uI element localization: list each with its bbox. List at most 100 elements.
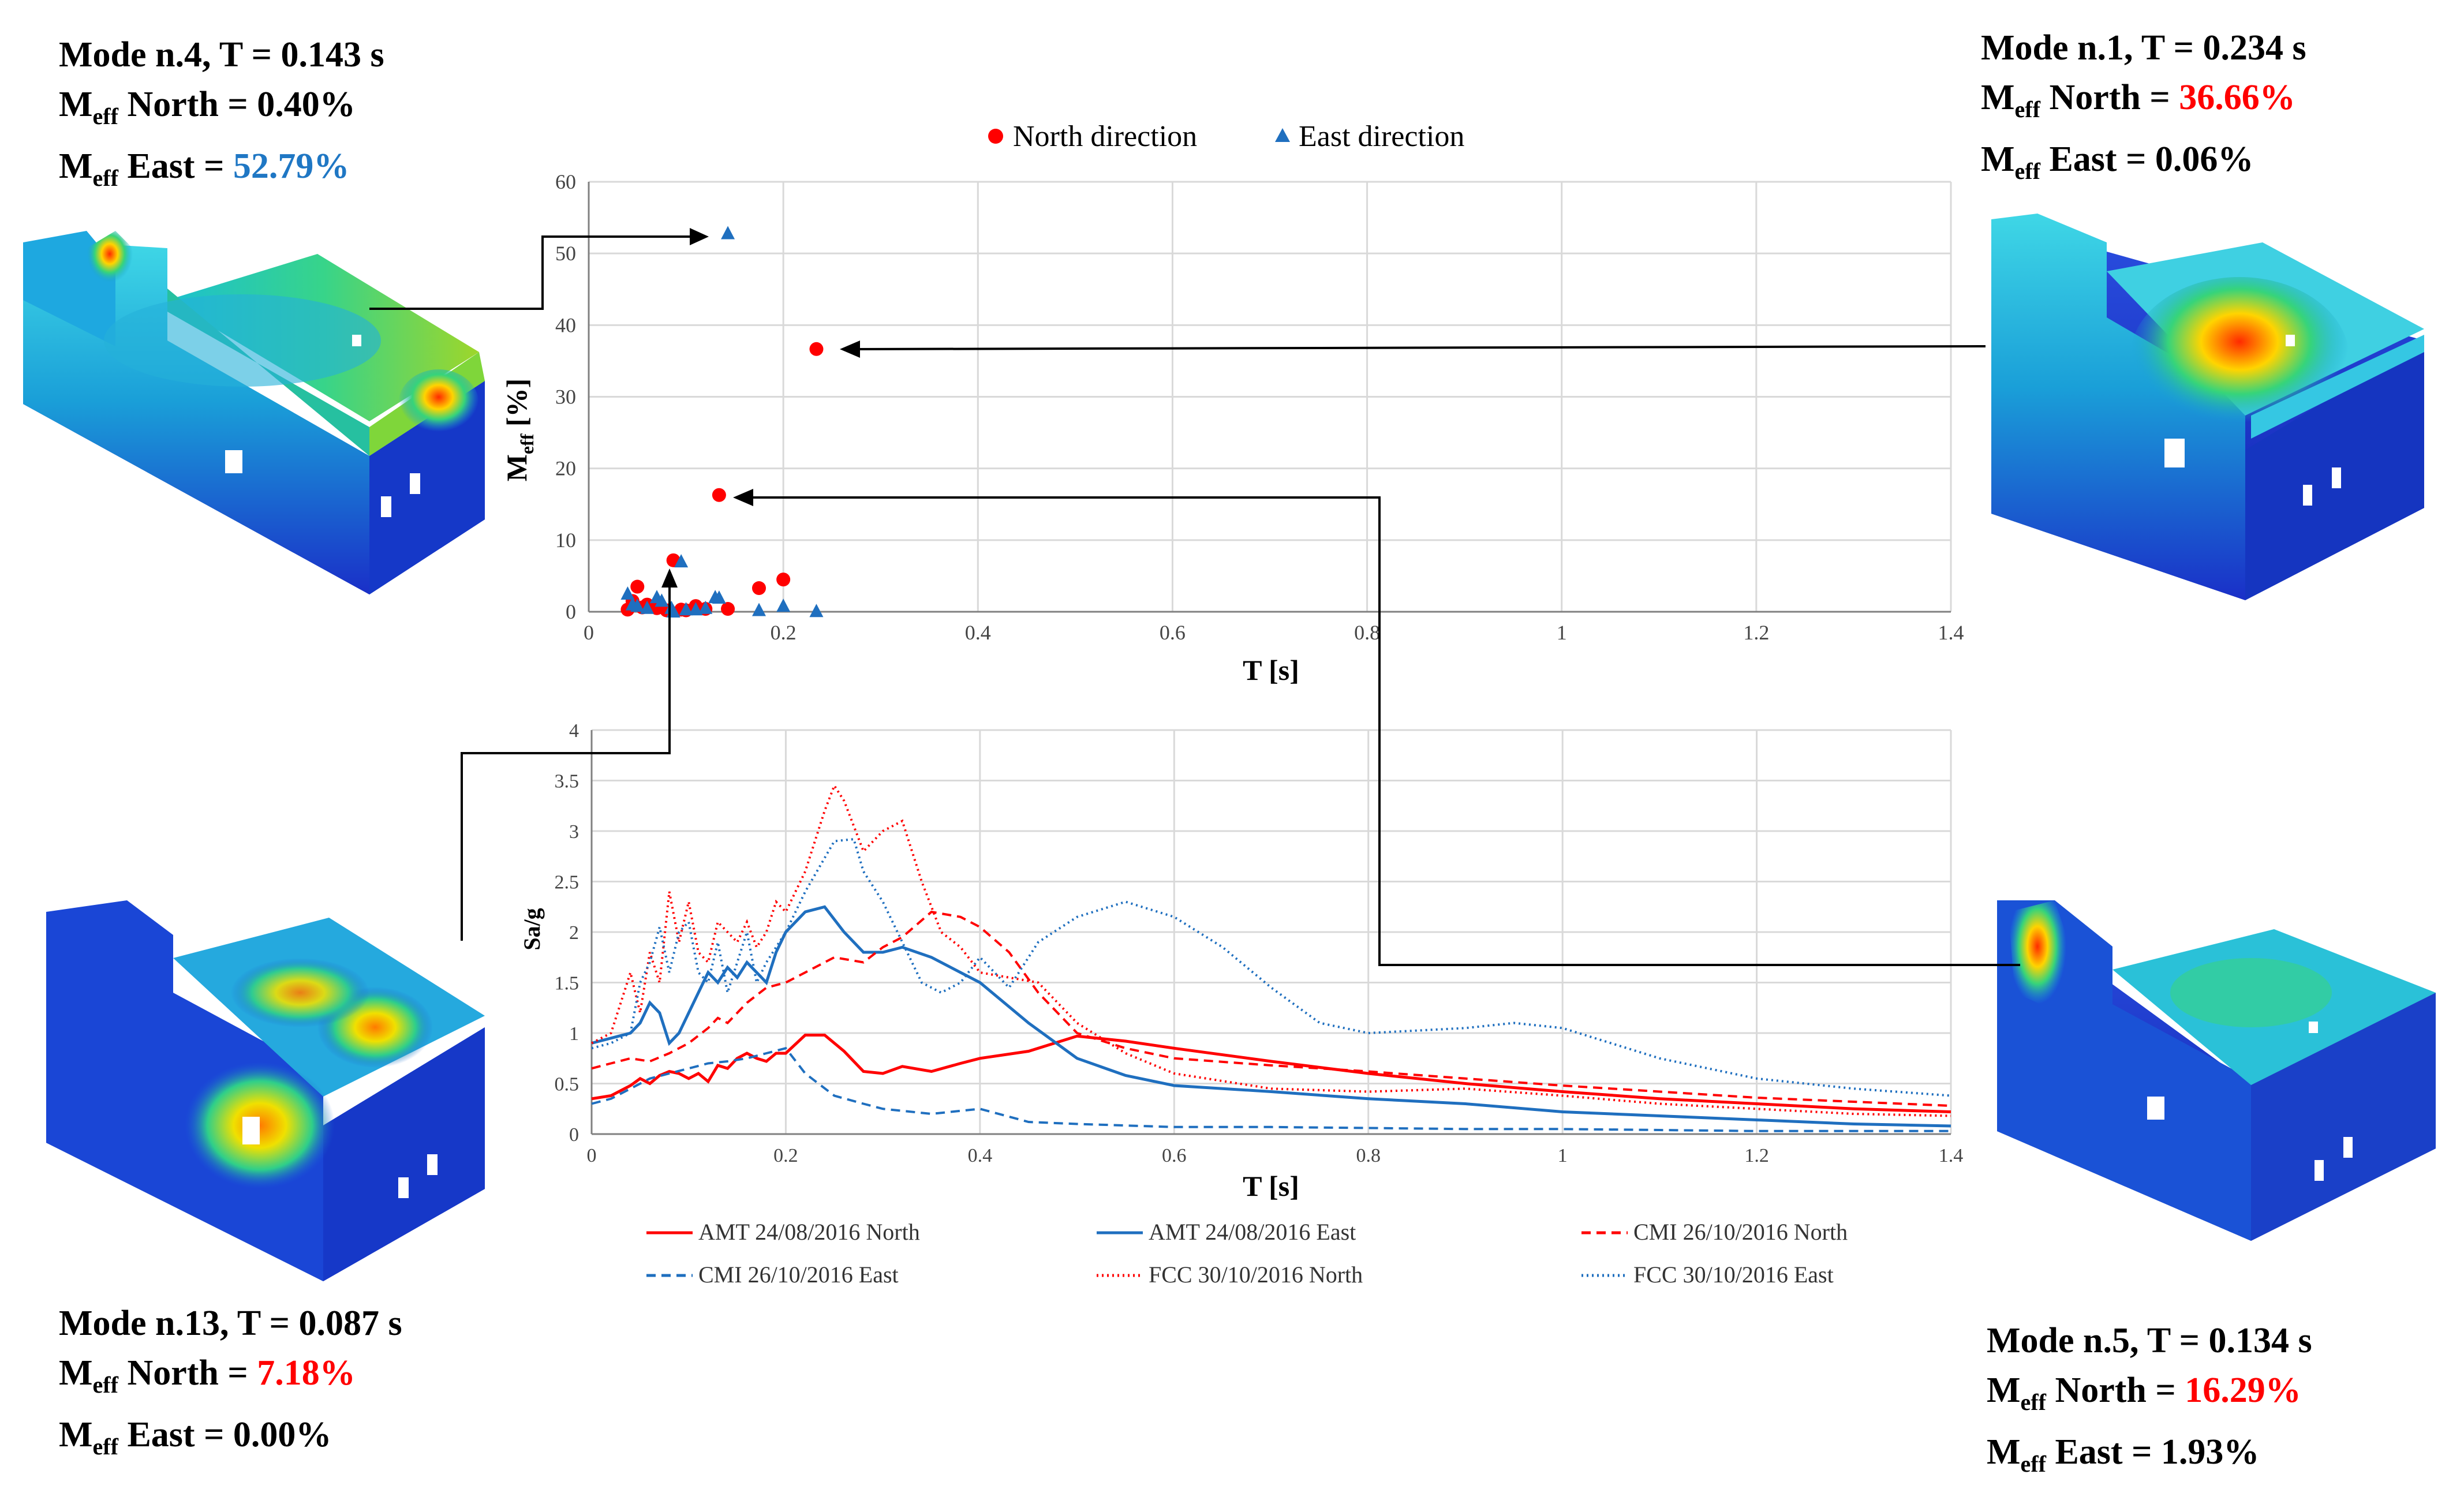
- series-line: [591, 910, 1951, 1107]
- modal-mass-scatter-chart: 0 0.2 0.4 0.6 0.8 1 1.2 1.4 0 10 20 30 40 50 60 T [s]…: [500, 120, 1964, 686]
- spectra-x-tick: 0: [587, 1145, 597, 1166]
- scatter-x-tick: 0.8: [1354, 621, 1380, 644]
- east-point: [655, 593, 669, 607]
- legend-label: CMI 26/10/2016 North: [1633, 1219, 1848, 1245]
- legend-east-label: East direction: [1299, 120, 1464, 153]
- spectra-x-tick: 0.2: [773, 1145, 798, 1166]
- spectra-axes: [590, 730, 1951, 1135]
- building-mode4-image: [23, 231, 485, 594]
- arrow-mode4-head: [690, 228, 709, 245]
- east-point: [721, 226, 735, 240]
- spectra-y-tick: 2: [569, 922, 579, 944]
- spectra-x-axis-label: T [s]: [1243, 1170, 1299, 1202]
- arrow-mode5-head: [733, 489, 753, 506]
- scatter-x-tick: 1.4: [1938, 621, 1964, 644]
- spectra-x-tick: 1: [1558, 1145, 1568, 1166]
- north-point: [752, 581, 766, 596]
- arrow-mode13: [461, 583, 671, 941]
- east-point: [698, 600, 713, 614]
- legend-label: FCC 30/10/2016 East: [1633, 1262, 1834, 1288]
- scatter-y-tick: 60: [555, 170, 576, 193]
- spectra-y-tick: 0: [569, 1124, 579, 1146]
- scatter-y-tick: 40: [555, 313, 576, 336]
- scatter-y-tick: 50: [555, 242, 576, 265]
- legend-label: AMT 24/08/2016 North: [698, 1219, 920, 1245]
- response-spectra-line-chart: 0 0.2 0.4 0.6 0.8 1 1.2 1.4 0 0.5 1 1.5 2 2.5 3 3.5 4 T…: [519, 720, 1963, 1288]
- scatter-x-tick: 0.6: [1160, 621, 1186, 644]
- series-line: [591, 905, 1951, 1128]
- scatter-points: [620, 226, 824, 618]
- spectra-y-tick: 0.5: [555, 1074, 579, 1095]
- mode5-title: Mode n.5, T = 0.134 s: [1987, 1321, 2312, 1360]
- east-point: [708, 590, 723, 604]
- arrow-mode5: [747, 496, 2020, 966]
- spectra-series: [591, 783, 1951, 1132]
- scatter-y-axis-label: Meff [%]: [500, 379, 537, 482]
- building-mode13-image: [46, 900, 485, 1281]
- north-point: [630, 579, 645, 594]
- spectra-y-tick: 3.5: [555, 771, 579, 792]
- building-mode5-image: [1997, 900, 2436, 1241]
- legend-label: FCC 30/10/2016 North: [1149, 1262, 1363, 1288]
- north-point: [809, 342, 824, 356]
- arrow-mode4: [369, 235, 693, 310]
- scatter-gridlines: [588, 181, 1952, 613]
- mode13-east-value: 0.00%: [233, 1415, 332, 1454]
- mode1-east-value: 0.06%: [2155, 140, 2254, 179]
- scatter-x-tick: 1: [1557, 621, 1567, 644]
- spectra-y-tick: 4: [569, 720, 579, 742]
- mode4-label: Mode n.4, T = 0.143 s Meff North = 0.40%…: [59, 30, 384, 203]
- spectra-x-tick: 0.4: [968, 1145, 993, 1166]
- east-point: [674, 554, 689, 568]
- spectra-y-tick-labels: 0 0.5 1 1.5 2 2.5 3 3.5 4: [555, 720, 579, 1146]
- east-point: [752, 603, 766, 616]
- mode13-label: Mode n.13, T = 0.087 s Meff North = 7.18…: [59, 1299, 402, 1472]
- series-line: [591, 783, 1951, 1117]
- north-point: [721, 602, 735, 616]
- spectra-y-tick: 1.5: [555, 973, 579, 994]
- legend-east-marker: [1275, 128, 1290, 142]
- spectra-y-axis-label: Sa/g: [519, 908, 545, 950]
- spectra-gridlines: [590, 729, 1952, 1135]
- mode1-north-value: 36.66%: [2179, 78, 2295, 117]
- north-point: [712, 488, 726, 502]
- scatter-y-tick: 20: [555, 457, 576, 480]
- scatter-x-tick: 0: [584, 621, 594, 644]
- mode5-label: Mode n.5, T = 0.134 s Meff North = 16.29…: [1987, 1316, 2312, 1489]
- scatter-y-tick: 0: [566, 600, 576, 623]
- mode4-title: Mode n.4, T = 0.143 s: [59, 35, 384, 74]
- mode4-east-value: 52.79%: [233, 147, 350, 186]
- mode1-label: Mode n.1, T = 0.234 s Meff North = 36.66…: [1981, 23, 2306, 196]
- legend-north-marker: [988, 129, 1003, 144]
- scatter-y-tick-labels: 0 10 20 30 40 50 60: [555, 170, 576, 623]
- spectra-y-tick: 1: [569, 1023, 579, 1045]
- scatter-x-tick: 0.4: [965, 621, 991, 644]
- spectra-x-tick-labels: 0 0.2 0.4 0.6 0.8 1 1.2 1.4: [587, 1145, 1964, 1166]
- spectra-x-tick: 0.6: [1162, 1145, 1187, 1166]
- series-line: [591, 1047, 1951, 1132]
- scatter-x-tick-labels: 0 0.2 0.4 0.6 0.8 1 1.2 1.4: [584, 621, 1964, 644]
- scatter-x-tick: 1.2: [1743, 621, 1769, 644]
- east-point: [679, 602, 693, 616]
- north-point: [776, 573, 791, 587]
- scatter-x-axis-label: T [s]: [1243, 654, 1299, 686]
- legend-label: CMI 26/10/2016 East: [698, 1262, 899, 1288]
- spectra-x-tick: 0.8: [1356, 1145, 1381, 1166]
- mode4-north-value: 0.40%: [257, 85, 356, 124]
- arrow-mode1: [854, 345, 1986, 350]
- legend-label: AMT 24/08/2016 East: [1149, 1219, 1356, 1245]
- mode5-east-value: 1.93%: [2160, 1432, 2260, 1472]
- legend-north-label: North direction: [1013, 120, 1197, 153]
- east-point: [809, 604, 824, 618]
- series-line: [591, 1034, 1951, 1113]
- mode13-north-value: 7.18%: [257, 1353, 356, 1393]
- east-point: [630, 598, 645, 612]
- east-point: [776, 598, 791, 612]
- east-point: [689, 602, 703, 616]
- connector-arrows: [369, 228, 2020, 966]
- mode1-title: Mode n.1, T = 0.234 s: [1981, 28, 2306, 68]
- spectra-y-tick: 2.5: [555, 872, 579, 893]
- scatter-y-tick: 10: [555, 529, 576, 552]
- scatter-legend: North direction East direction: [988, 120, 1464, 153]
